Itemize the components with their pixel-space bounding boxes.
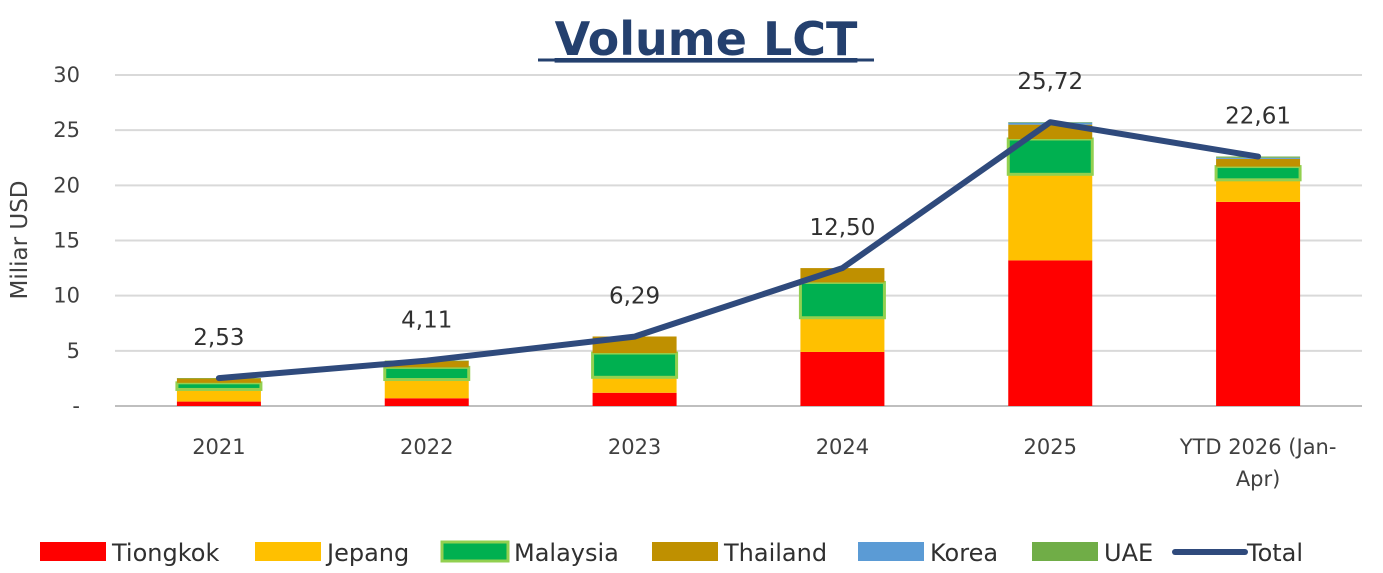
legend-swatch-thailand (652, 542, 718, 561)
legend-swatch-korea (858, 542, 924, 561)
bar-segment-jepang (800, 317, 885, 352)
bar-segment-tiongkok (592, 392, 677, 406)
bar-segment-tiongkok (800, 351, 885, 406)
bar-segment-tiongkok (1008, 260, 1093, 406)
legend-label: Jepang (325, 539, 409, 567)
total-line-path (215, 119, 1262, 382)
total-data-label: 25,72 (1017, 69, 1083, 95)
bar-segment-malaysia (591, 351, 679, 379)
legend-swatch-uae (1032, 542, 1098, 561)
total-data-label: 12,50 (809, 215, 875, 241)
bar-segment-malaysia (798, 280, 886, 320)
legend-label: Total (1246, 539, 1303, 567)
bar-segment-malaysia (175, 381, 263, 391)
bar-segment-malaysia (1214, 165, 1302, 182)
legend-swatch-jepang (255, 542, 321, 561)
total-data-label: 22,61 (1225, 104, 1291, 130)
legend-label: Tiongkok (111, 539, 219, 567)
bar-segment-jepang (592, 377, 677, 393)
x-tick-label: Apr) (1236, 467, 1281, 491)
y-tick-label: 30 (53, 63, 80, 87)
bar-segment-jepang (384, 379, 469, 399)
y-tick-label: 15 (53, 229, 80, 253)
x-tick-label: YTD 2026 (Jan- (1179, 435, 1337, 459)
bar-segment-jepang (176, 389, 261, 402)
bar-segment-jepang (1008, 174, 1093, 261)
y-tick-label: 5 (67, 339, 80, 363)
gridlines (115, 74, 1362, 407)
x-tick-label: 2025 (1024, 435, 1077, 459)
total-data-label: 2,53 (193, 325, 244, 351)
total-data-label: 4,11 (401, 308, 452, 334)
bar-segment-thailand (1216, 158, 1301, 167)
bar-segment-thailand (384, 360, 469, 368)
x-tick-label: 2023 (608, 435, 661, 459)
total-data-labels: 2,53 4,11 6,29 12,50 25,72 22,61 (193, 69, 1291, 351)
legend-label: Thailand (723, 539, 827, 567)
legend-label: UAE (1104, 539, 1153, 567)
total-line (215, 119, 1262, 382)
bar-segment-tiongkok (1216, 201, 1301, 406)
x-tick-label: 2022 (400, 435, 453, 459)
y-tick-label: 25 (53, 118, 80, 142)
x-tick-labels: 2021 2022 2023 2024 2025 YTD 2026 (Jan- Apr) (192, 435, 1336, 491)
total-data-label: 6,29 (609, 284, 660, 310)
y-tick-label: 20 (53, 173, 80, 197)
bar-segment-thailand (800, 268, 885, 283)
chart-title: Volume LCT (555, 12, 858, 66)
legend-swatch-malaysia (440, 540, 510, 563)
x-tick-label: 2021 (192, 435, 245, 459)
y-axis-label: Miliar USD (7, 180, 33, 299)
bar-segment-jepang (1216, 179, 1301, 202)
legend: Tiongkok Jepang Malaysia Thailand Korea UAE To… (40, 539, 1303, 567)
legend-swatch-tiongkok (40, 542, 106, 561)
legend-label: Malaysia (514, 539, 619, 567)
x-tick-label: 2024 (816, 435, 869, 459)
bar-segment-malaysia (383, 365, 471, 382)
y-tick-labels: - 5 10 15 20 25 30 (53, 63, 80, 418)
bar-segment-tiongkok (176, 401, 261, 406)
legend-label: Korea (930, 539, 998, 567)
stacked-bars (175, 122, 1302, 406)
y-tick-label: 10 (53, 284, 80, 308)
y-tick-label: - (72, 394, 80, 418)
bar-segment-tiongkok (384, 398, 469, 406)
